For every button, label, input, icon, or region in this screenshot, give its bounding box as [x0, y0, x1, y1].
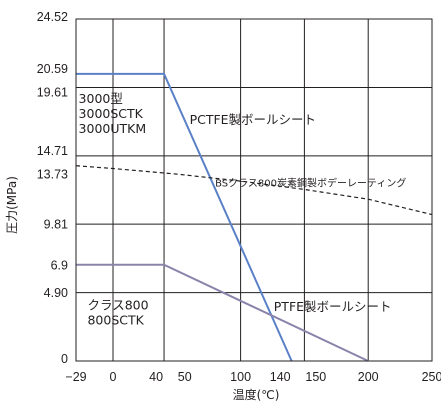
annotation-label: 3000UTKM	[79, 121, 147, 136]
y-tick-label: 24.52	[37, 10, 68, 24]
y-axis-label: 圧力(MPa)	[5, 176, 19, 234]
series-line-2	[76, 263, 369, 362]
y-tick-label: 0	[61, 352, 68, 366]
x-tick-label: 150	[305, 370, 326, 384]
annotation-label: BSクラス800炭素鋼製ボデーレーティング	[215, 177, 406, 190]
x-tick-label: 100	[230, 370, 251, 384]
y-tick-label: 9.81	[44, 218, 68, 232]
x-tick-label: −29	[65, 370, 86, 384]
y-tick-label: 6.9	[51, 258, 68, 272]
y-tick-label: 19.61	[37, 85, 68, 99]
x-tick-label: 0	[110, 370, 117, 384]
annotation-label: クラス800	[87, 297, 148, 312]
x-tick-label: 140	[270, 370, 291, 384]
x-tick-label: 50	[178, 370, 192, 384]
y-tick-label: 20.59	[37, 62, 68, 76]
annotation-label: 3000型	[79, 91, 123, 106]
x-tick-label: 250	[422, 370, 441, 384]
annotation-label: 800SCTK	[87, 312, 144, 327]
annotation-label: PCTFE製ボールシート	[190, 112, 317, 127]
x-tick-label: 40	[149, 370, 163, 384]
series-line-1	[76, 72, 293, 362]
y-tick-label: 14.71	[37, 144, 68, 158]
annotation-label: PTFE製ボールシート	[274, 299, 392, 314]
x-tick-labels: −29 0 40 50 100 140 150 200 250	[65, 370, 441, 384]
x-tick-label: 200	[358, 370, 379, 384]
annotation-label: 3000SCTK	[79, 106, 144, 121]
x-axis-label: 温度(℃)	[233, 387, 280, 402]
y-tick-label: 4.90	[44, 286, 68, 300]
y-tick-label: 13.73	[37, 167, 68, 181]
y-tick-labels: 0 4.90 6.9 9.81 13.73 14.71 19.61 20.59 24.52	[37, 10, 68, 366]
series-layer	[75, 72, 433, 362]
series-line-3	[75, 165, 433, 216]
plot-frame	[75, 18, 433, 362]
